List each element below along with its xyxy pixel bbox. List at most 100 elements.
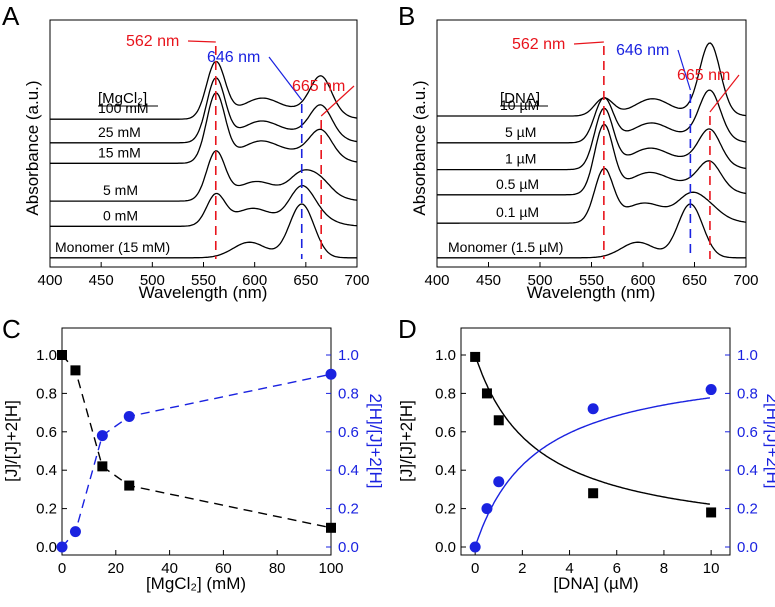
panel-d: D 0 2 4 6 8 10 0.0 0.0 0.2 0.2 0.4 0.4 0.6 0.6 0.8 0.8 1… — [397, 314, 775, 593]
y-tick-label-right-c-0.0: 0.0 — [338, 539, 359, 556]
x-tick-label-b-650: 650 — [682, 272, 707, 289]
x-tick-label-d-6: 6 — [613, 560, 621, 577]
spectrum-curve-b-2 — [437, 107, 747, 171]
x-tick-label-c-100: 100 — [318, 560, 343, 577]
data-point-square-c-1 — [70, 365, 81, 376]
legend-title-b: [DNA] — [500, 90, 540, 107]
panel-b: B 400 450 500 550 600 650 700 562 nm 646 nm 665 … — [398, 1, 759, 302]
data-point-circle-c-3 — [123, 410, 135, 422]
data-point-square-c-3 — [124, 480, 135, 491]
y-axis-label-left-d: [J]/[J]+2[H] — [397, 400, 416, 482]
y-tick-label-right-d-0.4: 0.4 — [737, 462, 758, 479]
x-tick-label-c-40: 40 — [161, 560, 178, 577]
y-tick-label-left-d-0.6: 0.6 — [435, 424, 456, 441]
data-point-circle-c-0 — [56, 541, 68, 553]
curve-label-b-2: 1 µM — [505, 151, 536, 167]
marker-label-a-646: 646 nm — [207, 49, 260, 66]
x-tick-label-d-0: 0 — [471, 560, 479, 577]
spectrum-curve-a-2 — [50, 92, 358, 164]
y-tick-label-left-d-0.0: 0.0 — [435, 539, 456, 556]
marker-leader-b-665 — [709, 74, 740, 113]
x-ticks-a: 400 450 500 550 600 650 700 — [37, 262, 370, 289]
marker-leader-a-562 — [187, 40, 216, 43]
data-point-circle-d-2 — [493, 476, 505, 488]
x-tick-label-a-550: 550 — [191, 272, 216, 289]
x-tick-label-a-500: 500 — [140, 272, 165, 289]
curve-label-b-3: 0.5 µM — [496, 176, 539, 192]
x-tick-label-b-500: 500 — [527, 272, 552, 289]
wavelength-markers-a: 562 nm 646 nm 665 nm — [126, 33, 355, 259]
spectrum-curve-b-5 — [437, 203, 746, 259]
curve-label-a-1: 25 mM — [98, 124, 141, 140]
x-tick-label-b-700: 700 — [733, 272, 758, 289]
y-tick-label-right-c-0.4: 0.4 — [338, 462, 359, 479]
marker-leader-a-646 — [268, 56, 303, 101]
curve-labels-a: 100 mM 25 mM 15 mM 5 mM 0 mM Monomer (15 mM) — [55, 100, 170, 255]
spectrum-curve-b-3 — [437, 123, 747, 196]
panel-label-b: B — [398, 1, 415, 31]
y-tick-label-left-c-0.0: 0.0 — [36, 539, 57, 556]
marker-label-a-562: 562 nm — [126, 33, 179, 50]
panel-label-d: D — [398, 314, 417, 344]
x-tick-label-c-20: 20 — [107, 560, 124, 577]
marker-label-b-646: 646 nm — [616, 42, 669, 59]
y-tick-label-right-d-0.2: 0.2 — [737, 501, 758, 518]
curve-label-b-5: Monomer (1.5 µM) — [448, 239, 563, 255]
y-tick-label-left-d-0.2: 0.2 — [435, 501, 456, 518]
axes-d: 0 2 4 6 8 10 0.0 0.0 0.2 0.2 0.4 0.4 0.6 0.6 0.8 0.8 1.0… — [435, 347, 758, 577]
spectrum-curve-a-1 — [50, 77, 358, 144]
data-point-circle-d-1 — [481, 503, 493, 515]
data-point-circle-c-4 — [325, 368, 337, 380]
spectra-a — [50, 60, 358, 259]
y-tick-label-right-d-0.8: 0.8 — [737, 385, 758, 402]
y-tick-label-right-c-0.2: 0.2 — [338, 501, 359, 518]
panel-a: A 400 450 500 550 600 650 700 562 nm 646 nm 665 … — [2, 1, 370, 302]
marker-label-b-562: 562 nm — [512, 36, 565, 53]
y-tick-label-right-d-1.0: 1.0 — [737, 347, 758, 364]
curve-label-b-4: 0.1 µM — [496, 204, 539, 220]
curve-label-b-1: 5 µM — [505, 124, 536, 140]
x-tick-label-b-450: 450 — [476, 272, 501, 289]
y-tick-label-left-c-1.0: 1.0 — [36, 347, 57, 364]
x-tick-label-a-650: 650 — [293, 272, 318, 289]
y-tick-label-right-d-0.6: 0.6 — [737, 424, 758, 441]
x-tick-label-a-450: 450 — [89, 272, 114, 289]
spectrum-curve-a-5 — [50, 203, 357, 259]
x-tick-label-a-400: 400 — [37, 272, 62, 289]
fit-lines-d — [474, 354, 711, 548]
data-point-circle-c-2 — [96, 430, 108, 442]
data-points-c — [56, 350, 337, 553]
y-tick-label-left-c-0.8: 0.8 — [36, 385, 57, 402]
data-point-square-c-0 — [57, 350, 67, 360]
data-point-square-c-2 — [97, 461, 108, 472]
y-axis-label-b: Absorbance (a.u.) — [410, 80, 429, 215]
marker-leader-a-665 — [320, 85, 355, 117]
data-point-square-d-2 — [493, 415, 504, 426]
spectrum-curve-a-4 — [50, 185, 358, 227]
fit-curve-d-0 — [474, 354, 711, 505]
curve-label-a-0: 100 mM — [98, 100, 149, 116]
curve-label-a-3: 5 mM — [103, 182, 138, 198]
plot-frame-c — [61, 327, 332, 556]
curve-label-a-2: 15 mM — [98, 144, 141, 160]
y-tick-label-left-c-0.2: 0.2 — [36, 501, 57, 518]
data-point-square-d-0 — [470, 351, 481, 362]
x-axis-label-c: [MgCl₂] (mM) — [146, 574, 246, 593]
panel-label-a: A — [2, 1, 20, 31]
fit-line-c-0 — [61, 354, 332, 529]
axes-c: 0 20 40 60 80 100 0.0 0.0 0.2 0.2 0.4 0.4 0.6 0.6 0.8 0… — [36, 347, 359, 577]
x-tick-label-a-600: 600 — [242, 272, 267, 289]
x-tick-label-d-8: 8 — [660, 560, 668, 577]
x-tick-label-d-10: 10 — [703, 560, 720, 577]
x-axis-label-b: Wavelength (nm) — [527, 283, 656, 302]
x-axis-label-a: Wavelength (nm) — [139, 283, 268, 302]
y-axis-label-right-c: 2[H]/[J]+2[H] — [366, 394, 385, 489]
x-tick-label-c-80: 80 — [269, 560, 286, 577]
data-point-square-d-4 — [706, 507, 717, 518]
x-tick-label-b-400: 400 — [424, 272, 449, 289]
fit-lines-c — [61, 354, 332, 548]
spectrum-curve-b-1 — [437, 89, 747, 144]
x-tick-label-c-0: 0 — [58, 560, 66, 577]
legend-title-a: [MgCl₂] — [98, 90, 147, 107]
